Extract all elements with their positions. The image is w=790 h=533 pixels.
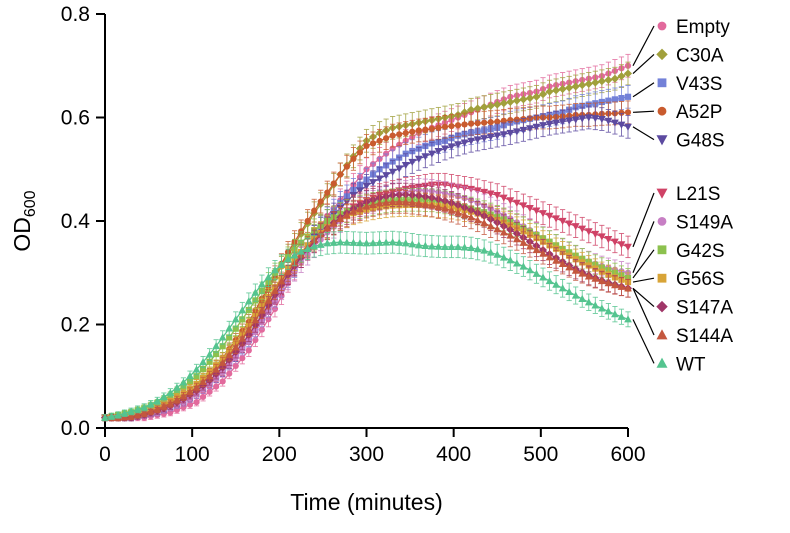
legend-callout-line [632,288,655,336]
y-axis-title: OD600 [9,190,39,251]
legend-callout-line [632,287,655,308]
series-markers [101,197,632,421]
series-S144A [101,190,632,422]
legend-label: G56S [676,269,725,290]
legend-callout-line [632,126,655,141]
legend: Empty C30A V43S A52P G48S L21S S149A G42S G56S S1… [632,17,733,375]
legend-label: S149A [676,212,733,233]
legend-item-V43S: V43S [632,74,722,98]
series-WT [101,230,632,422]
x-tick-label: 600 [610,443,645,466]
legend-label: S147A [676,298,733,319]
legend-label: C30A [676,45,724,66]
x-tick-label: 100 [175,443,210,466]
legend-callout-line [632,277,655,283]
y-tick-label: 0.2 [61,314,90,337]
legend-callout-line [632,319,655,364]
series-markers [101,238,632,421]
legend-label: V43S [676,74,722,95]
legend-label: Empty [676,17,730,38]
x-tick-label: 300 [349,443,384,466]
legend-label: G48S [676,131,725,152]
axes: 0 100 200 300 400 500 600 0.0 0.2 0.4 0.6 0.8 Time (… [9,3,646,515]
legend-label: G42S [676,241,725,262]
legend-item-A52P: A52P [632,102,722,123]
legend-item-S144A: S144A [632,288,733,347]
legend-callout-line [632,221,655,273]
legend-label: A52P [676,102,722,123]
x-tick-label: 500 [523,443,558,466]
legend-item-S149A: S149A [632,212,733,273]
legend-item-Empty: Empty [632,17,730,67]
legend-item-L21S: L21S [632,184,720,248]
y-tick-label: 0.6 [61,107,90,130]
y-tick-label: 0.4 [61,210,91,233]
legend-callout-line [632,82,655,98]
legend-label: WT [676,354,706,375]
x-tick-label: 400 [436,443,471,466]
x-tick-label: 0 [99,443,111,466]
legend-item-WT: WT [632,319,706,375]
series-A52P [101,100,632,422]
legend-item-G56S: G56S [632,269,725,290]
x-axis-title: Time (minutes) [290,489,443,515]
legend-callout-line [632,110,655,113]
legend-item-G48S: G48S [632,126,725,152]
legend-label: S144A [676,326,733,347]
legend-item-S147A: S147A [632,287,733,319]
x-tick-label: 200 [262,443,297,466]
legend-callout-line [632,25,655,67]
y-tick-label: 0.0 [61,417,90,440]
legend-callout-line [632,53,655,74]
legend-item-C30A: C30A [632,45,724,74]
legend-label: L21S [676,184,720,205]
series-G42S [101,187,632,422]
y-tick-label: 0.8 [61,3,90,26]
legend-callout-line [632,249,655,279]
legend-callout-line [632,192,655,248]
legend-item-G42S: G42S [632,241,725,279]
